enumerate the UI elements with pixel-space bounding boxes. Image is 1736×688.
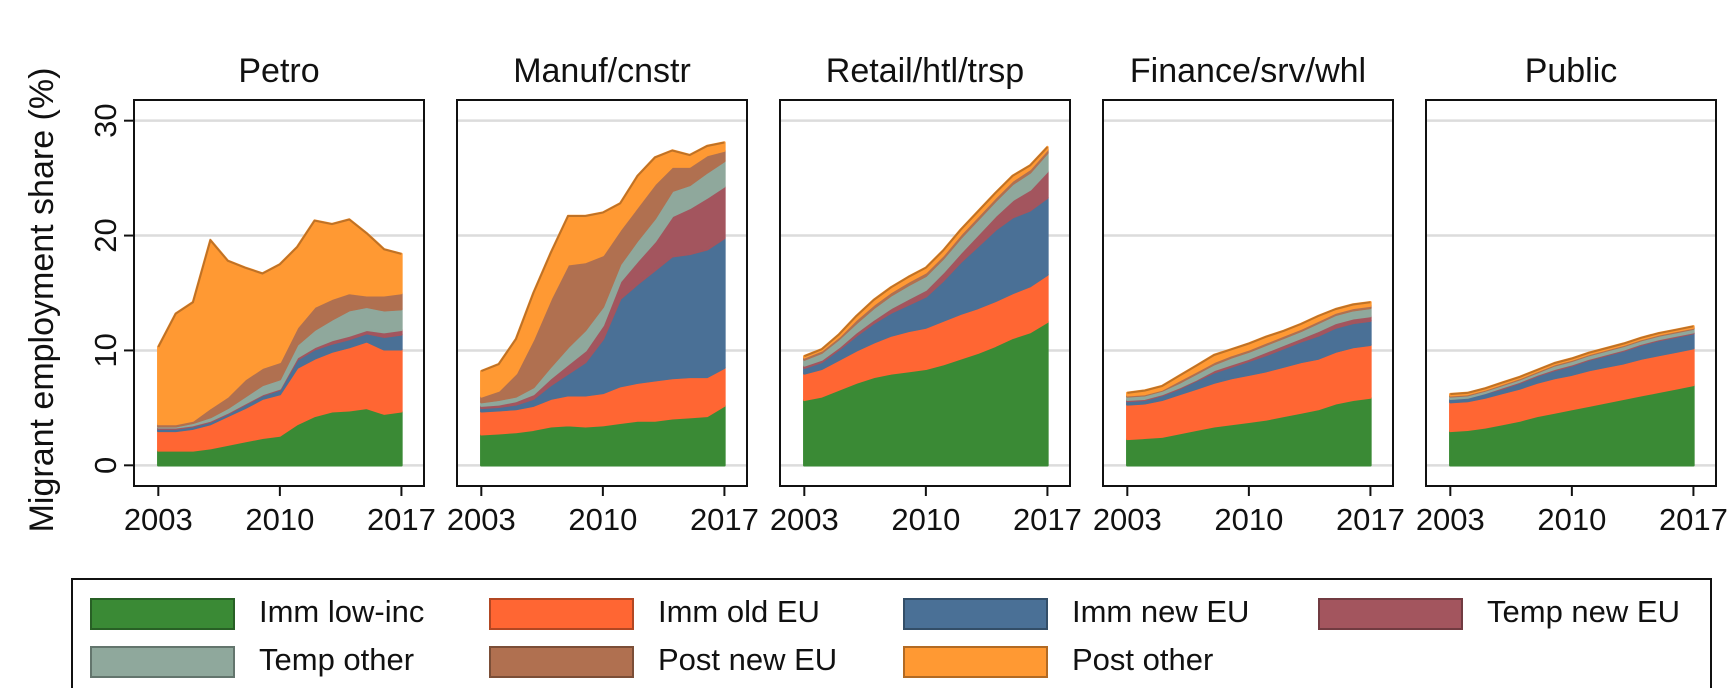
area-edge bbox=[1127, 301, 1371, 394]
legend-swatch-edge bbox=[903, 646, 1048, 678]
legend-swatch bbox=[90, 646, 235, 678]
y-tick-label: 20 bbox=[88, 218, 123, 252]
legend-swatch bbox=[489, 646, 634, 678]
y-tick-label: 0 bbox=[88, 457, 123, 474]
x-tick-label: 2017 bbox=[1336, 502, 1405, 537]
legend-swatch-edge bbox=[1318, 598, 1463, 630]
area bbox=[480, 141, 726, 398]
legend-swatch-edge bbox=[90, 598, 235, 630]
area bbox=[157, 218, 403, 426]
legend-label: Imm old EU bbox=[658, 594, 820, 629]
area-edge bbox=[157, 218, 402, 348]
area bbox=[1449, 325, 1695, 397]
x-tick-label: 2010 bbox=[1214, 502, 1283, 537]
legend-swatch bbox=[903, 646, 1048, 678]
x-tick-label: 2010 bbox=[245, 502, 314, 537]
legend-swatch-edge bbox=[90, 646, 235, 678]
x-tick-label: 2003 bbox=[124, 502, 193, 537]
x-tick-label: 2003 bbox=[447, 502, 516, 537]
legend-swatch bbox=[90, 598, 235, 630]
area bbox=[1126, 300, 1372, 397]
x-tick-label: 2010 bbox=[891, 502, 960, 537]
legend-label: Post new EU bbox=[658, 642, 837, 677]
legend-swatch bbox=[903, 598, 1048, 630]
legend-box bbox=[71, 578, 1712, 688]
panel-title: Finance/srv/whl bbox=[1130, 52, 1366, 90]
legend-label: Temp new EU bbox=[1487, 594, 1680, 629]
legend-swatch bbox=[1318, 598, 1463, 630]
panel-title: Retail/htl/trsp bbox=[826, 52, 1024, 90]
legend-swatch-edge bbox=[489, 598, 634, 630]
legend-swatch-edge bbox=[903, 598, 1048, 630]
x-tick-label: 2017 bbox=[367, 502, 436, 537]
x-tick-label: 2010 bbox=[568, 502, 637, 537]
area-edge bbox=[803, 146, 1049, 358]
x-tick-label: 2017 bbox=[1659, 502, 1728, 537]
legend-label: Imm new EU bbox=[1072, 594, 1249, 629]
x-tick-label: 2017 bbox=[690, 502, 759, 537]
x-tick-label: 2010 bbox=[1537, 502, 1606, 537]
panel-title: Petro bbox=[238, 52, 319, 90]
area-edge bbox=[480, 141, 725, 373]
x-tick-label: 2017 bbox=[1013, 502, 1082, 537]
x-tick-label: 2003 bbox=[1093, 502, 1162, 537]
y-axis-label: Migrant employment share (%) bbox=[23, 68, 61, 533]
legend-label: Post other bbox=[1072, 642, 1213, 677]
x-tick-label: 2003 bbox=[1416, 502, 1485, 537]
panel-title: Public bbox=[1525, 52, 1618, 90]
y-tick-label: 10 bbox=[88, 333, 123, 367]
legend-swatch bbox=[489, 598, 634, 630]
x-tick-label: 2003 bbox=[770, 502, 839, 537]
legend-label: Imm low-inc bbox=[259, 594, 424, 629]
legend-swatch-edge bbox=[489, 646, 634, 678]
y-tick-label: 30 bbox=[88, 103, 123, 137]
panel-title: Manuf/cnstr bbox=[513, 52, 691, 90]
area-edge bbox=[1450, 325, 1694, 396]
legend-label: Temp other bbox=[259, 642, 414, 677]
area bbox=[803, 145, 1049, 359]
